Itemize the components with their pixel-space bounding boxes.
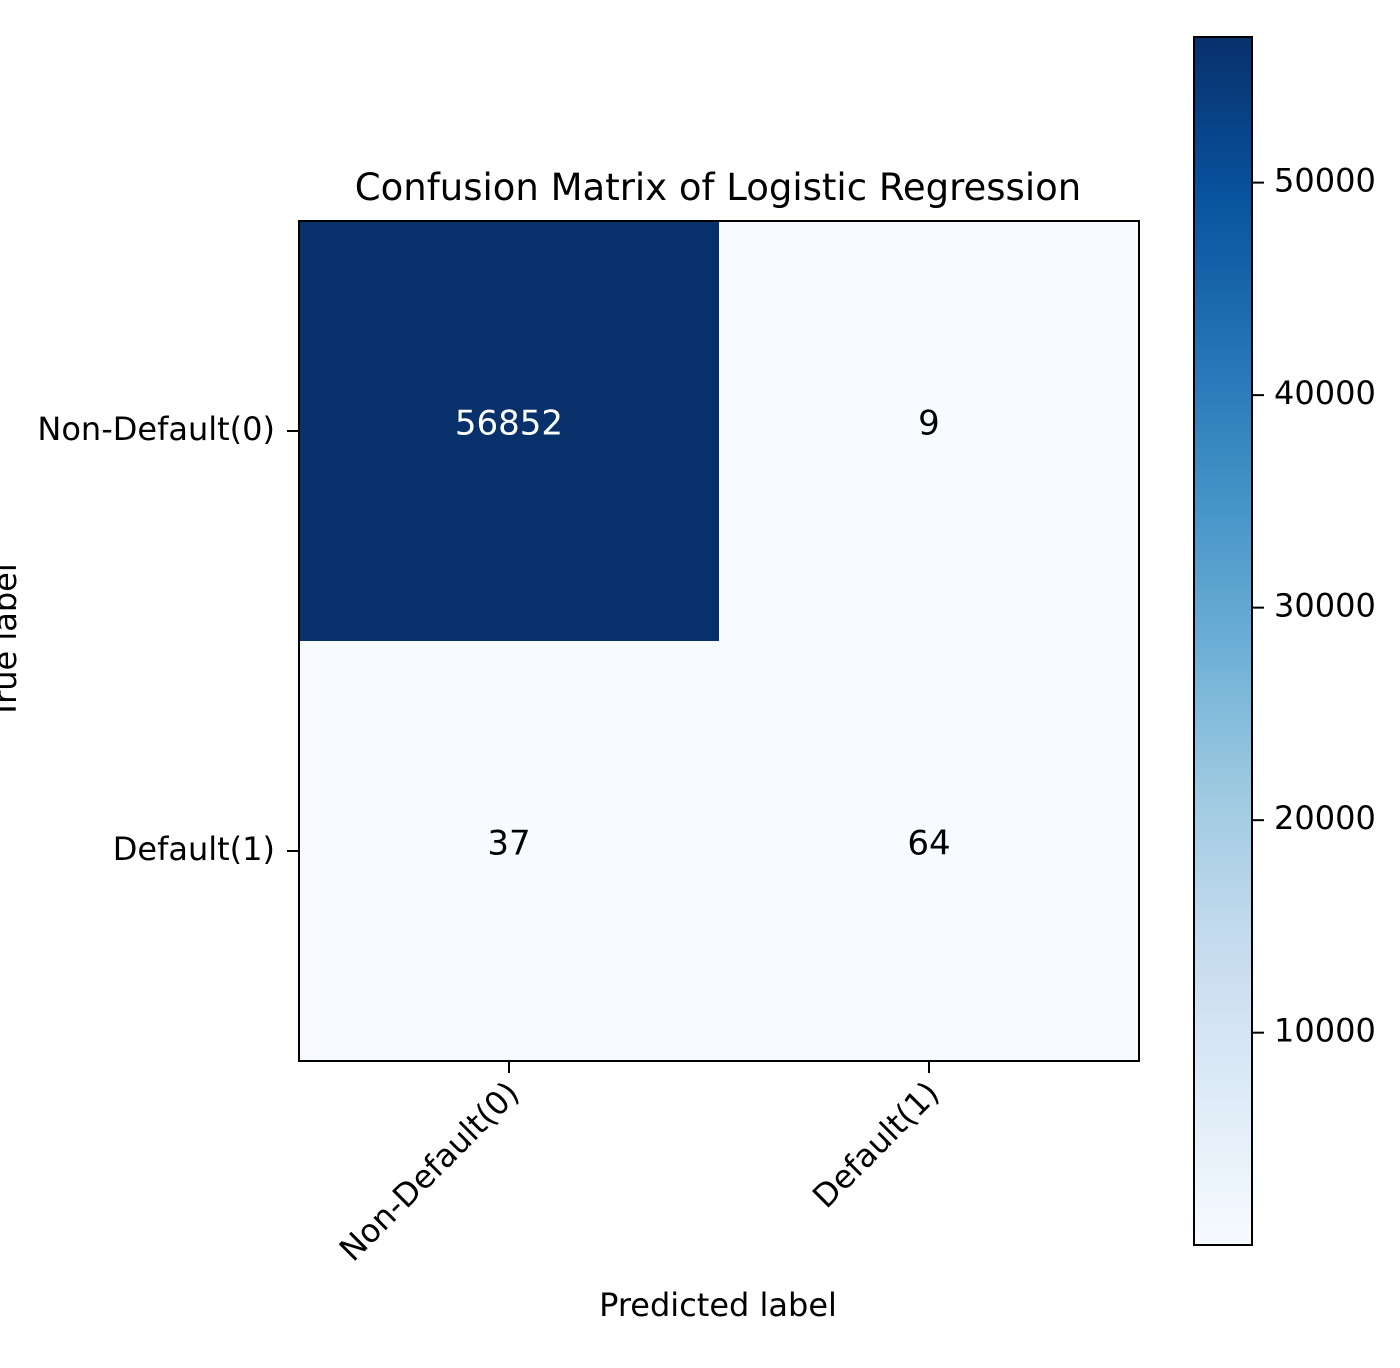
x-axis-ticks: Non-Default(0) Default(1) bbox=[332, 1061, 947, 1269]
heatmap-cell-r0-c0 bbox=[299, 221, 719, 641]
colorbar-tick-label: 20000 bbox=[1274, 799, 1376, 837]
y-tick-label: Non-Default(0) bbox=[37, 410, 275, 448]
chart-title: Confusion Matrix of Logistic Regression bbox=[355, 166, 1081, 209]
cell-value-labels: 56852 9 37 64 bbox=[455, 404, 951, 864]
colorbar-tick-label: 50000 bbox=[1274, 162, 1376, 200]
heatmap-cells bbox=[299, 221, 1139, 1061]
y-axis-ticks: Non-Default(0) Default(1) bbox=[37, 410, 299, 868]
cell-value-label: 56852 bbox=[455, 404, 563, 444]
colorbar-tick-label: 30000 bbox=[1274, 587, 1376, 625]
colorbar-ticks: 10000 20000 30000 40000 50000 bbox=[1252, 162, 1376, 1050]
y-axis-label: True label bbox=[0, 563, 24, 720]
y-tick-label: Default(1) bbox=[113, 830, 275, 868]
colorbar-tick-label: 10000 bbox=[1274, 1012, 1376, 1050]
cell-value-label: 9 bbox=[918, 404, 940, 444]
plot-frame bbox=[298, 220, 1140, 1062]
heatmap-cell-r0-c1 bbox=[719, 221, 1139, 641]
heatmap-cell-r1-c1 bbox=[719, 641, 1139, 1061]
x-axis-label: Predicted label bbox=[599, 1286, 837, 1324]
cell-value-label: 64 bbox=[907, 824, 950, 864]
colorbar bbox=[1193, 36, 1253, 1246]
x-tick-label: Default(1) bbox=[805, 1074, 947, 1216]
x-tick-label: Non-Default(0) bbox=[332, 1074, 527, 1269]
colorbar-tick-label: 40000 bbox=[1274, 374, 1376, 412]
heatmap-cell-r1-c0 bbox=[299, 641, 719, 1061]
cell-value-label: 37 bbox=[487, 824, 530, 864]
